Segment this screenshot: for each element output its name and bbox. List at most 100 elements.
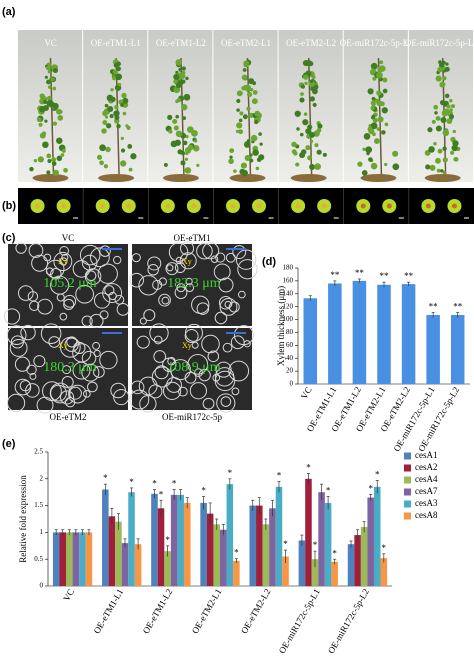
pot bbox=[424, 174, 461, 182]
line-label: OE-miR172c-5p-L1 bbox=[340, 38, 413, 48]
leaf bbox=[235, 129, 240, 134]
cell bbox=[31, 254, 49, 272]
leaf bbox=[244, 84, 252, 92]
cell bbox=[99, 310, 109, 320]
bar bbox=[360, 527, 368, 586]
micrograph-title: OE-eTM1 bbox=[174, 233, 211, 243]
significance: ** bbox=[404, 271, 414, 281]
pot bbox=[229, 174, 266, 182]
pith bbox=[61, 203, 67, 209]
y-tick-label: 2 bbox=[40, 474, 44, 482]
bar bbox=[102, 489, 109, 586]
cell bbox=[138, 275, 159, 296]
bar bbox=[256, 505, 263, 586]
leaf bbox=[299, 97, 305, 103]
x-tick-label: OE-eTM2-L1 bbox=[190, 587, 224, 635]
bar bbox=[298, 540, 306, 586]
leaf bbox=[363, 133, 371, 140]
leaf bbox=[243, 60, 250, 67]
cell bbox=[99, 245, 111, 257]
leaf bbox=[299, 132, 304, 137]
bar bbox=[328, 283, 342, 384]
leaf bbox=[243, 141, 251, 148]
cell bbox=[214, 370, 236, 392]
line-label: OE-eTM2-L1 bbox=[221, 38, 271, 48]
tissue-label: Xy bbox=[182, 341, 192, 350]
leaf bbox=[178, 67, 182, 72]
leaf bbox=[249, 87, 254, 92]
leaf bbox=[121, 92, 127, 99]
cell bbox=[3, 308, 21, 325]
leaf bbox=[291, 141, 297, 148]
leaf bbox=[47, 85, 52, 89]
pot bbox=[360, 174, 397, 182]
leaf bbox=[52, 169, 59, 176]
leaf bbox=[185, 76, 189, 81]
y-tick-label: 40 bbox=[286, 354, 294, 362]
leaf bbox=[434, 111, 438, 115]
pith bbox=[100, 203, 106, 209]
leaf bbox=[120, 148, 126, 153]
leaf bbox=[102, 110, 108, 117]
cell bbox=[43, 253, 52, 262]
bar bbox=[262, 524, 270, 586]
cell bbox=[92, 341, 101, 350]
bar bbox=[220, 529, 227, 586]
leaf bbox=[309, 139, 314, 144]
cell bbox=[59, 390, 75, 405]
leaf bbox=[309, 79, 314, 83]
panel-label: (c) bbox=[2, 232, 16, 244]
leaf bbox=[104, 103, 109, 108]
leaf bbox=[238, 129, 244, 135]
leaf bbox=[38, 122, 43, 127]
bar bbox=[401, 284, 416, 384]
measurement: 182.3 μm bbox=[167, 276, 221, 291]
leaf bbox=[293, 151, 298, 156]
cell bbox=[81, 315, 93, 327]
leaf bbox=[47, 158, 52, 164]
cell bbox=[26, 364, 37, 375]
cell bbox=[184, 329, 199, 343]
bar bbox=[324, 502, 332, 586]
micrograph-title: OE-eTM2 bbox=[50, 412, 87, 422]
leaf bbox=[392, 163, 400, 171]
legend-swatch bbox=[404, 476, 411, 484]
cell bbox=[81, 350, 97, 366]
leaf bbox=[191, 129, 198, 137]
leaf bbox=[105, 146, 111, 153]
leaf bbox=[249, 158, 254, 163]
pot bbox=[162, 174, 199, 182]
legend-label: cesA7 bbox=[415, 486, 438, 496]
plant-photo bbox=[148, 30, 213, 182]
pith bbox=[425, 203, 431, 209]
leaf bbox=[240, 162, 247, 169]
leaf bbox=[303, 112, 308, 116]
leaf bbox=[56, 137, 63, 144]
cell bbox=[178, 386, 188, 397]
significance: * bbox=[152, 479, 157, 489]
cell bbox=[166, 264, 174, 272]
panel-label: (d) bbox=[262, 256, 276, 268]
bar bbox=[373, 486, 381, 586]
leaf bbox=[255, 166, 260, 171]
leaf bbox=[317, 123, 323, 129]
leaf bbox=[194, 139, 198, 143]
cell bbox=[62, 365, 72, 375]
legend-swatch bbox=[404, 512, 411, 520]
bar bbox=[115, 521, 122, 586]
leaf bbox=[370, 62, 378, 70]
leaf bbox=[370, 105, 375, 111]
significance: ** bbox=[453, 302, 463, 312]
significance: * bbox=[313, 540, 318, 550]
cell bbox=[15, 242, 27, 254]
panel-label: (a) bbox=[2, 6, 16, 18]
leaf bbox=[367, 88, 374, 95]
pith bbox=[230, 203, 236, 209]
legend-swatch bbox=[404, 500, 411, 508]
cell bbox=[169, 359, 191, 381]
leaf bbox=[114, 104, 119, 110]
leaf bbox=[233, 169, 237, 173]
bar bbox=[380, 558, 388, 586]
leaf bbox=[446, 104, 451, 109]
cell bbox=[40, 323, 62, 344]
